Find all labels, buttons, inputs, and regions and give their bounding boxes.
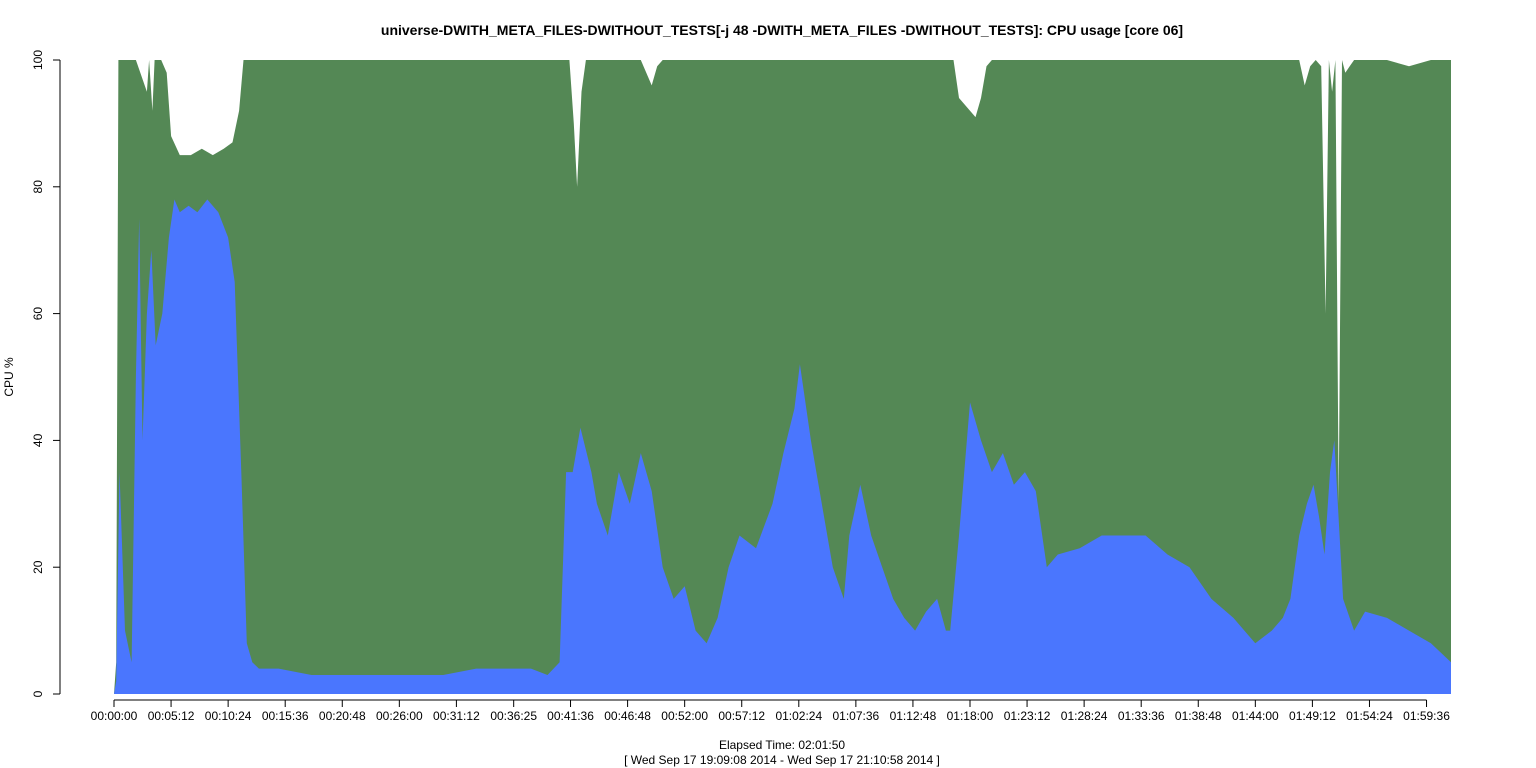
x-tick-label: 00:52:00 [661, 709, 708, 723]
y-tick-label: 100 [31, 50, 45, 70]
x-tick-label: 01:07:36 [833, 709, 880, 723]
x-tick-label: 01:38:48 [1175, 709, 1222, 723]
x-tick-label: 01:28:24 [1061, 709, 1108, 723]
x-tick-label: 00:05:12 [148, 709, 195, 723]
x-tick-label: 00:57:12 [718, 709, 765, 723]
y-axis-label: CPU % [2, 357, 16, 397]
x-tick-label: 01:02:24 [775, 709, 822, 723]
x-tick-label: 01:59:36 [1403, 709, 1450, 723]
x-tick-label: 01:44:00 [1232, 709, 1279, 723]
x-tick-label: 01:18:00 [947, 709, 994, 723]
x-tick-label: 00:46:48 [604, 709, 651, 723]
x-tick-label: 01:33:36 [1118, 709, 1165, 723]
y-tick-label: 80 [31, 180, 45, 194]
x-tick-label: 00:20:48 [319, 709, 366, 723]
y-tick-label: 60 [31, 307, 45, 321]
y-tick-label: 0 [31, 690, 45, 697]
x-axis-label: Elapsed Time: 02:01:50 [719, 738, 845, 752]
x-tick-label: 01:49:12 [1289, 709, 1336, 723]
x-tick-label: 00:10:24 [205, 709, 252, 723]
series-area-user [114, 199, 1451, 694]
plot-area [114, 60, 1451, 694]
x-tick-label: 01:23:12 [1004, 709, 1051, 723]
chart-title: universe-DWITH_META_FILES-DWITHOUT_TESTS… [381, 22, 1183, 38]
x-axis: 00:00:00 00:05:12 00:10:24 00:15:36 00:20:48… [91, 699, 1450, 723]
x-tick-label: 00:26:00 [376, 709, 423, 723]
x-tick-label: 00:36:25 [490, 709, 537, 723]
x-axis-time-range: [ Wed Sep 17 19:09:08 2014 - Wed Sep 17 … [624, 753, 940, 767]
x-tick-label: 00:15:36 [262, 709, 309, 723]
x-tick-label: 01:12:48 [890, 709, 937, 723]
y-tick-label: 20 [31, 560, 45, 574]
x-tick-label: 01:54:24 [1346, 709, 1393, 723]
x-tick-label: 00:31:12 [433, 709, 480, 723]
y-tick-label: 40 [31, 433, 45, 447]
x-tick-label: 00:00:00 [91, 709, 138, 723]
y-axis: 0 20 40 60 80 100 [31, 50, 61, 697]
x-tick-label: 00:41:36 [547, 709, 594, 723]
